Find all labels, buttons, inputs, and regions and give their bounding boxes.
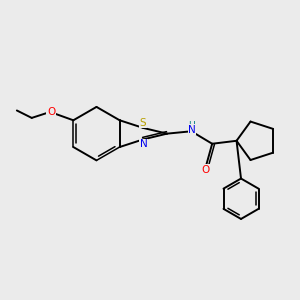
Text: S: S	[140, 118, 146, 128]
Text: N: N	[188, 125, 196, 135]
Text: O: O	[47, 107, 55, 117]
Text: H: H	[189, 121, 195, 130]
Text: O: O	[201, 165, 209, 175]
Text: N: N	[140, 139, 148, 149]
